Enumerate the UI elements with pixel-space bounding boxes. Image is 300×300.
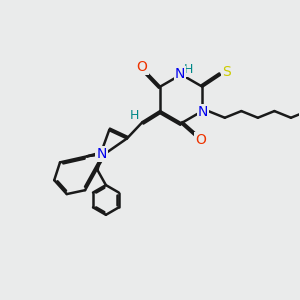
Text: N: N: [198, 105, 208, 119]
Text: H: H: [184, 63, 193, 76]
Text: O: O: [195, 133, 206, 147]
Text: H: H: [130, 109, 140, 122]
Text: N: N: [175, 67, 185, 81]
Text: S: S: [222, 65, 230, 79]
Text: O: O: [136, 60, 147, 74]
Text: N: N: [97, 147, 107, 161]
